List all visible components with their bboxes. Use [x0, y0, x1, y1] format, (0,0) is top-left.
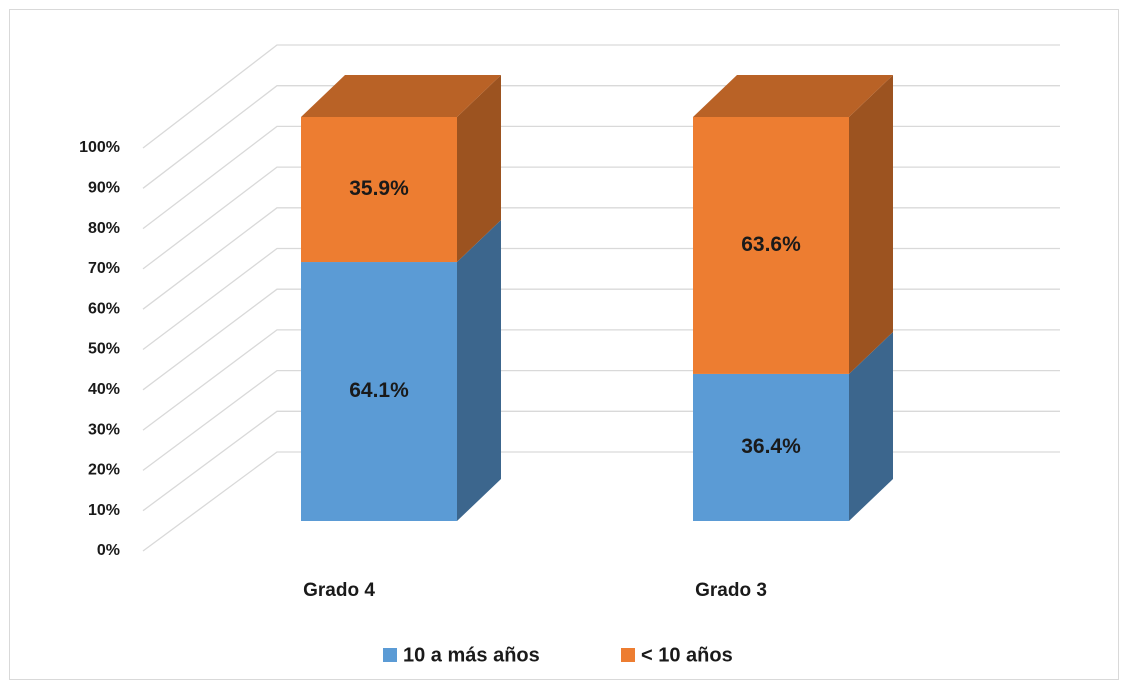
y-tick-label: 10%	[88, 502, 120, 519]
y-tick-label: 0%	[97, 542, 120, 559]
legend-label: < 10 años	[641, 644, 733, 666]
bar-side	[457, 220, 501, 521]
bar-side	[849, 331, 893, 521]
y-tick-label: 80%	[88, 220, 120, 237]
grid-line	[142, 44, 1060, 149]
value-label: 64.1%	[349, 379, 409, 402]
x-tick-label: Grado 3	[695, 580, 767, 601]
y-tick-label: 60%	[88, 300, 120, 317]
value-label: 35.9%	[349, 177, 409, 200]
bar-side	[849, 75, 893, 374]
y-tick-label: 50%	[88, 341, 120, 358]
bar-top	[693, 75, 893, 117]
y-tick-label: 20%	[88, 462, 120, 479]
legend-swatch	[383, 648, 397, 662]
y-tick-label: 90%	[88, 180, 120, 197]
bar	[301, 262, 457, 521]
y-tick-label: 100%	[79, 139, 120, 156]
chart-border	[9, 9, 1119, 680]
bar-side	[457, 75, 501, 263]
x-tick-label: Grado 4	[303, 580, 375, 601]
bar	[693, 373, 849, 521]
y-tick-label: 30%	[88, 421, 120, 438]
legend-label: 10 a más años	[403, 644, 540, 666]
legend-swatch	[621, 648, 635, 662]
bar-top	[301, 75, 501, 117]
value-label: 36.4%	[741, 435, 801, 458]
bar	[301, 117, 457, 263]
bar	[693, 117, 849, 374]
y-tick-label: 70%	[88, 260, 120, 277]
y-tick-label: 40%	[88, 381, 120, 398]
value-label: 63.6%	[741, 233, 801, 256]
